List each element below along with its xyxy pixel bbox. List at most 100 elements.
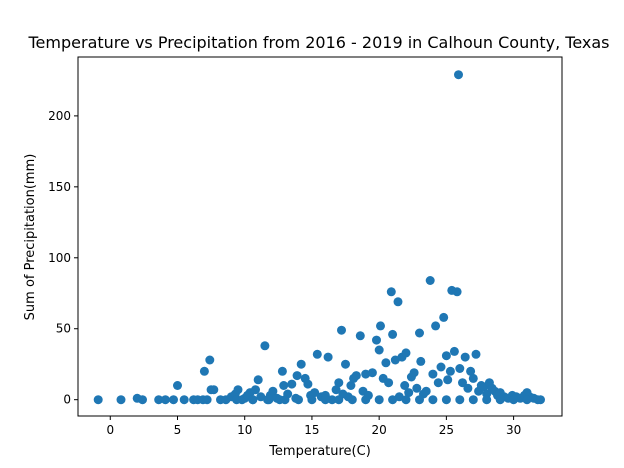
data-point — [323, 352, 333, 362]
data-point — [439, 312, 449, 322]
chart-title: Temperature vs Precipitation from 2016 -… — [28, 33, 610, 52]
data-point — [386, 287, 396, 297]
data-point — [160, 395, 170, 405]
data-point — [436, 362, 446, 372]
data-point — [351, 371, 361, 381]
plot-points — [93, 70, 545, 405]
data-point — [294, 395, 303, 405]
data-point — [320, 395, 330, 405]
data-point — [264, 395, 274, 405]
x-axis-label: Temperature(C) — [268, 444, 371, 459]
data-point — [287, 379, 297, 389]
data-point — [256, 392, 266, 402]
data-point — [374, 395, 384, 405]
y-tick-label: 50 — [56, 322, 71, 336]
data-point — [374, 345, 384, 355]
data-point — [253, 375, 263, 385]
data-point — [279, 381, 289, 390]
data-point — [468, 373, 478, 383]
data-point — [173, 381, 182, 390]
data-point — [458, 378, 467, 388]
y-tick-label: 0 — [63, 393, 71, 407]
data-point — [93, 395, 103, 405]
x-tick-label: 25 — [439, 423, 454, 437]
data-point — [361, 369, 371, 379]
data-point — [169, 395, 178, 405]
data-point — [202, 395, 212, 405]
data-point — [509, 395, 519, 405]
data-point — [409, 368, 419, 378]
data-point — [415, 328, 424, 338]
data-point — [376, 321, 385, 331]
data-point — [433, 378, 443, 388]
data-point — [154, 395, 164, 405]
data-point — [334, 378, 344, 388]
data-point — [393, 297, 403, 307]
data-point — [116, 395, 126, 405]
data-point — [292, 371, 302, 381]
data-point — [443, 375, 453, 385]
data-point — [312, 349, 322, 359]
data-point — [277, 366, 287, 376]
x-axis: 0 5 10 15 20 25 30 — [106, 416, 521, 437]
data-point — [428, 395, 438, 405]
data-point — [388, 395, 398, 405]
data-point — [441, 395, 451, 405]
data-point — [331, 385, 341, 395]
data-point — [463, 383, 473, 393]
data-point — [388, 329, 398, 339]
data-point — [401, 395, 411, 405]
data-point — [441, 351, 451, 361]
data-point — [209, 385, 219, 395]
data-point — [468, 395, 478, 405]
data-point — [404, 388, 414, 398]
data-point — [495, 395, 505, 405]
data-point — [260, 341, 270, 351]
data-point — [179, 395, 189, 405]
x-tick-label: 5 — [174, 423, 182, 437]
data-point — [416, 356, 426, 366]
data-point — [460, 352, 470, 362]
data-point — [347, 395, 357, 405]
data-point — [138, 395, 147, 405]
data-point — [482, 395, 492, 405]
data-point — [361, 395, 371, 405]
data-point — [536, 395, 545, 405]
data-point — [233, 385, 243, 395]
data-point — [334, 395, 344, 405]
data-point — [455, 364, 465, 373]
data-point — [454, 70, 463, 80]
data-point — [452, 287, 462, 297]
data-point — [415, 395, 424, 405]
data-point — [296, 359, 306, 369]
x-tick-label: 0 — [106, 423, 114, 437]
data-point — [381, 358, 391, 368]
y-axis-label: Sum of Precipitation(mm) — [23, 154, 38, 321]
data-point — [401, 348, 411, 358]
data-point — [372, 335, 381, 345]
data-point — [355, 331, 365, 341]
data-point — [232, 395, 242, 405]
data-point — [327, 395, 337, 405]
y-tick-label: 100 — [48, 251, 71, 265]
y-tick-label: 150 — [48, 180, 71, 194]
data-point — [466, 366, 476, 376]
data-point — [341, 359, 350, 369]
data-point — [449, 346, 459, 356]
data-point — [205, 355, 215, 365]
data-point — [346, 381, 356, 390]
data-point — [400, 381, 410, 390]
data-point — [384, 378, 394, 388]
x-tick-label: 10 — [237, 423, 252, 437]
data-point — [522, 395, 532, 405]
data-point — [248, 395, 258, 405]
y-axis: 0 50 100 150 200 — [48, 109, 78, 407]
data-point — [431, 321, 441, 331]
data-point — [412, 383, 422, 393]
x-tick-label: 30 — [506, 423, 521, 437]
data-point — [337, 325, 346, 335]
data-point — [310, 388, 320, 398]
x-tick-label: 20 — [372, 423, 387, 437]
data-point — [445, 366, 455, 376]
